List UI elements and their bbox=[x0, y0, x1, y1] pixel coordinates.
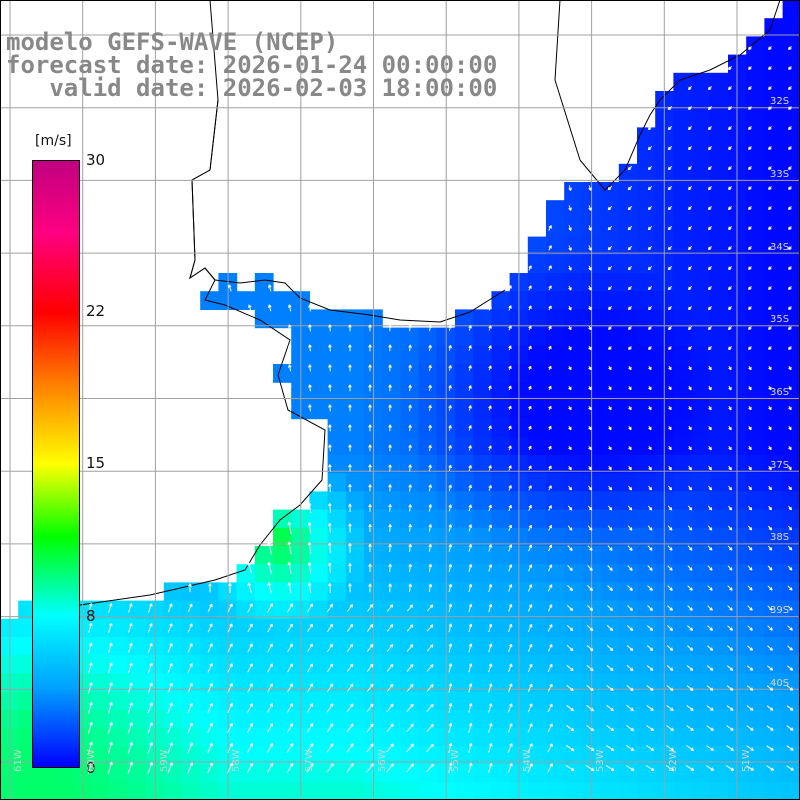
wind-arrows bbox=[87, 46, 794, 775]
colorbar-tick-15: 15 bbox=[86, 454, 106, 472]
lat-label-37s: 37S bbox=[770, 460, 790, 471]
colorbar-tick-22: 22 bbox=[86, 302, 106, 320]
valid-date: valid date: 2026-02-03 18:00:00 bbox=[6, 74, 498, 102]
lon-label-53w: 53W bbox=[595, 749, 606, 772]
border-argentina-uruguay bbox=[191, 0, 219, 261]
lon-label-51w: 51W bbox=[741, 749, 752, 772]
colorbar bbox=[32, 160, 80, 768]
lat-label-33s: 33S bbox=[770, 169, 790, 180]
lat-label-34s: 34S bbox=[770, 242, 790, 253]
lat-label-36s: 36S bbox=[770, 387, 790, 398]
lon-label-57w: 57W bbox=[304, 749, 315, 772]
colorbar-unit: [m/s] bbox=[35, 133, 72, 149]
lon-label-60w: 60W bbox=[86, 749, 97, 772]
colorbar-tick-0: 0 bbox=[86, 759, 96, 777]
lon-label-56w: 56W bbox=[377, 749, 388, 772]
lon-label-59w: 59W bbox=[159, 749, 170, 772]
lat-label-35s: 35S bbox=[770, 314, 790, 325]
border-uruguay-brazil bbox=[554, 0, 581, 161]
lon-label-55w: 55W bbox=[450, 749, 461, 772]
lon-label-58w: 58W bbox=[231, 749, 242, 772]
colorbar-tick-8: 8 bbox=[86, 607, 96, 625]
lat-label-32s: 32S bbox=[770, 96, 790, 107]
lon-label-61w: 61W bbox=[13, 749, 24, 772]
argentina-coastline bbox=[79, 259, 326, 606]
uruguay-coastline bbox=[189, 99, 506, 323]
colorbar-tick-30: 30 bbox=[86, 151, 106, 169]
lon-label-54w: 54W bbox=[522, 749, 533, 772]
lon-label-52w: 52W bbox=[668, 749, 679, 772]
forecast-date: forecast date: 2026-01-24 00:00:00 bbox=[6, 51, 498, 79]
model-title: modelo GEFS-WAVE (NCEP) bbox=[6, 28, 339, 56]
brazil-coastline bbox=[579, 0, 781, 191]
lat-label-38s: 38S bbox=[770, 532, 790, 543]
lat-label-40s: 40S bbox=[770, 678, 790, 689]
lat-label-39s: 39S bbox=[770, 605, 790, 616]
